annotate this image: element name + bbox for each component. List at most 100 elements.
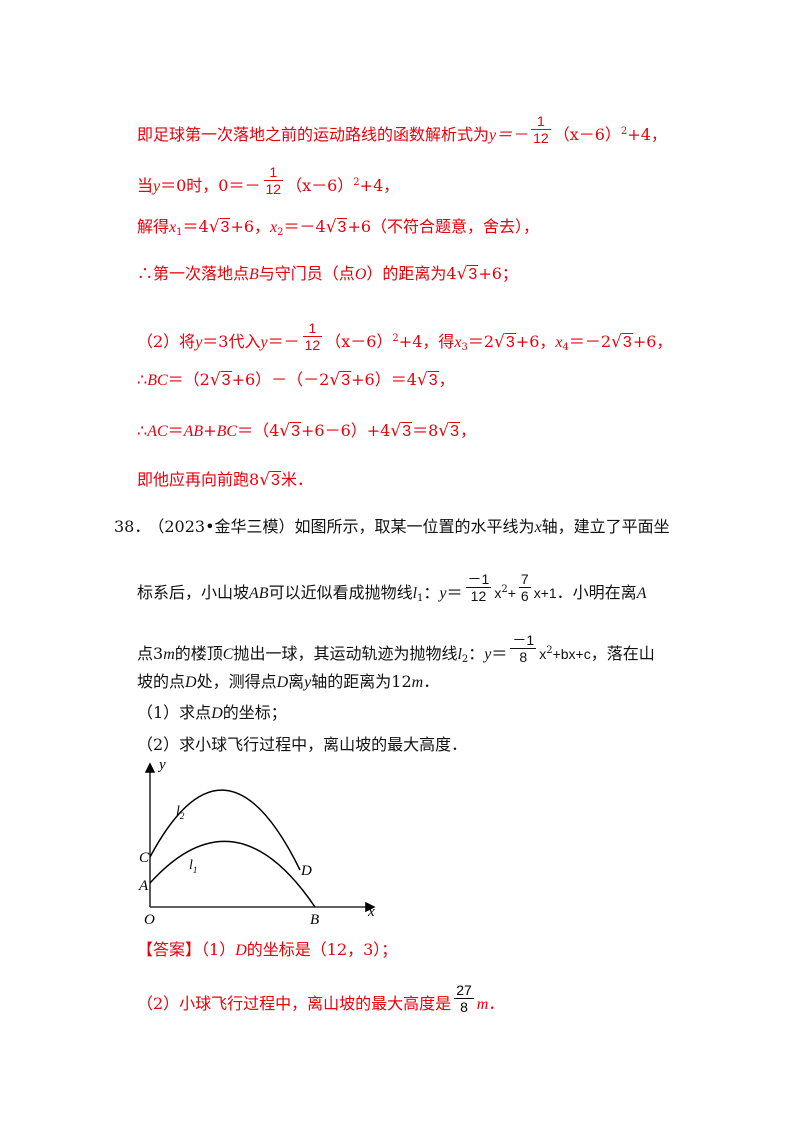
- math-expression: y＝－: [489, 127, 529, 144]
- sqrt-argument: 3: [336, 218, 348, 236]
- variable: x: [534, 519, 542, 536]
- problem-text: 如图所示，取某一位置的水平线为: [294, 517, 535, 536]
- question-text: （1）求点: [137, 703, 212, 722]
- variable: y: [153, 178, 161, 195]
- fraction-denominator: 12: [531, 129, 551, 146]
- point-d-label: D: [300, 863, 312, 879]
- subscript: 3: [461, 342, 468, 353]
- sqrt-symbol: √3: [438, 421, 461, 441]
- problem-line-1: 38． （2023•金华三模）如图所示，取某一位置的水平线为x轴，建立了平面坐: [114, 517, 670, 538]
- fraction-denominator: 8: [454, 998, 474, 1015]
- math-expression: ＝: [491, 644, 508, 663]
- sqrt-argument: 3: [449, 422, 461, 440]
- variable: x: [494, 585, 502, 601]
- fraction: 1 12: [263, 164, 284, 197]
- sqrt-argument: 3: [621, 333, 633, 351]
- solution-line-8: 即他应再向前跑8√3米．: [137, 470, 313, 491]
- question-text: 的坐标；: [222, 703, 287, 722]
- math-expression: ＝（2: [167, 370, 210, 389]
- sqrt-argument: 3: [219, 218, 231, 236]
- fraction-numerator: －1: [512, 632, 535, 648]
- variable: l: [412, 585, 418, 602]
- math-expression: ＝－4: [283, 217, 326, 236]
- solution-text: 当: [137, 176, 154, 195]
- fraction-numerator: －1: [467, 571, 490, 587]
- parabola-l2: [149, 789, 301, 871]
- fraction-denominator: 12: [263, 180, 284, 197]
- point-label: D: [235, 942, 247, 959]
- variable: y: [439, 585, 447, 602]
- math-expression: +6，: [632, 332, 673, 351]
- sqrt-symbol: √3: [390, 421, 413, 441]
- solution-text: ＝3代入: [202, 332, 261, 351]
- question-1: （1）求点D的坐标；: [137, 703, 287, 724]
- solution-text: ）的距离为4: [366, 264, 457, 283]
- fraction-numerator: 1: [308, 320, 317, 336]
- solution-line-4: ∴第一次落地点B与守门员（点O）的距离为4√3+6；: [137, 264, 518, 285]
- answer-line-1: 【答案】（1）D的坐标是（12，3）；: [137, 940, 397, 961]
- sqrt-argument: 3: [340, 371, 352, 389]
- exponent: 2: [501, 584, 508, 595]
- solution-line-7: ∴AC＝AB+BC＝（4√3+6－6）+4√3＝8√3，: [137, 421, 476, 442]
- point-label: D: [211, 705, 223, 722]
- point-c-label: C: [139, 850, 150, 866]
- sqrt-symbol: √3: [279, 421, 301, 441]
- math-expression: ＝－: [267, 332, 300, 351]
- sqrt-argument: 3: [427, 371, 439, 389]
- solution-text: （2）将: [137, 332, 196, 351]
- sqrt-symbol: √3: [208, 217, 231, 237]
- math-expression: +6）＝4: [351, 370, 417, 389]
- math-expression: （x－6）: [553, 125, 621, 144]
- solution-line-6: ∴BC＝（2√3+6）－（－2√3+6）＝4√3，: [137, 370, 455, 391]
- problem-source: （2023•金华三模）: [156, 517, 295, 536]
- fraction: －1 12: [465, 571, 492, 604]
- sqrt-symbol: √3: [209, 370, 232, 390]
- point-a-label: A: [138, 878, 149, 894]
- math-expression: ＝－2: [568, 332, 612, 351]
- math-expression: ＝4: [182, 217, 209, 236]
- problem-text: 抛出一球，其运动轨迹为抛物线: [233, 644, 458, 663]
- math-expression: ＝: [167, 421, 184, 440]
- answer-text: 的坐标是（12，3）；: [246, 940, 398, 959]
- problem-text: 轴的距离为12: [311, 672, 412, 691]
- problem-text: 离: [288, 672, 305, 691]
- variable: y: [195, 334, 203, 351]
- subscript: 1: [176, 227, 183, 238]
- math-expression: ＝（4: [237, 421, 280, 440]
- sqrt-symbol: √3: [456, 264, 479, 284]
- problem-text: 的楼顶: [174, 644, 223, 663]
- math-expression: ＝0时，0＝－: [160, 176, 261, 195]
- answer-text: ．: [488, 994, 505, 1013]
- fraction-denominator: 12: [465, 587, 492, 604]
- variable: y: [484, 646, 492, 663]
- fraction: 1 12: [302, 320, 323, 353]
- subscript: 2: [461, 654, 469, 665]
- math-expression: ＝: [446, 583, 463, 602]
- parabola-figure: y x O A C B D l2 l1: [138, 757, 376, 928]
- y-axis-label: y: [157, 757, 166, 773]
- point-label: D: [185, 674, 197, 691]
- unit: m: [476, 996, 489, 1013]
- sqrt-symbol: √3: [329, 370, 352, 390]
- math-expression: x+1: [533, 585, 557, 601]
- solution-text: 与守门员（点: [258, 264, 355, 283]
- fraction-denominator: 6: [518, 587, 531, 604]
- x-axis-label: x: [367, 904, 375, 920]
- math-expression: +6，: [515, 332, 556, 351]
- math-expression: +6；: [478, 264, 518, 283]
- unit: m: [411, 674, 424, 691]
- solution-text: ∴: [137, 421, 148, 440]
- fraction: 27 8: [454, 982, 474, 1015]
- solution-line-1: 即足球第一次落地之前的运动路线的函数解析式为y＝－ 1 12 （x－6）2+4，: [137, 113, 667, 152]
- exponent: 2: [620, 126, 628, 137]
- math-expression: +bx+c: [552, 646, 591, 662]
- segment-label: BC: [216, 423, 238, 440]
- math-expression: （x－6）: [325, 332, 393, 351]
- subscript: 1: [417, 593, 424, 604]
- math-expression: +6－6）+4: [301, 421, 391, 440]
- problem-text: 点3: [137, 644, 164, 663]
- problem-text: 坡的点: [137, 672, 186, 691]
- math-expression: +4，: [627, 125, 667, 144]
- answer-line-2: （2）小球飞行过程中，离山坡的最大高度是 27 8 m．: [137, 982, 505, 1021]
- segment-label: AB: [249, 585, 269, 602]
